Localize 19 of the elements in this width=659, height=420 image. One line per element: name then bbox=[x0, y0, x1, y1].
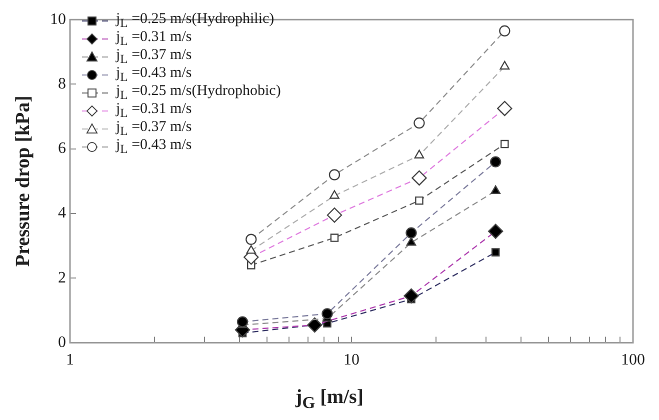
legend-label: j$_{L}$ =0.43 m/s bbox=[116, 137, 192, 156]
x-tick-label: 100 bbox=[621, 352, 645, 369]
legend-label: j$_{L}$ =0.25 m/s(Hydrophobic) bbox=[116, 83, 281, 102]
x-tick-label: 10 bbox=[344, 352, 360, 369]
y-tick-label: 0 bbox=[58, 334, 66, 352]
legend-label: j$_{L}$ =0.37 m/s bbox=[116, 47, 192, 66]
legend-label: j$_{L}$ =0.43 m/s bbox=[116, 65, 192, 84]
legend-label: j$_{L}$ =0.25 m/s(Hydrophilic) bbox=[116, 11, 274, 30]
legend-label: j$_{L}$ =0.31 m/s bbox=[116, 101, 192, 120]
y-tick-label: 4 bbox=[58, 204, 66, 222]
y-axis-title: Pressure drop [kPa] bbox=[12, 96, 34, 267]
x-axis-title: j$_{G}$ [m/s] bbox=[294, 386, 364, 413]
legend-label: j$_{L}$ =0.31 m/s bbox=[116, 29, 192, 48]
y-tick-label: 8 bbox=[58, 75, 66, 92]
x-tick-label: 1 bbox=[66, 352, 74, 369]
y-tick-label: 6 bbox=[58, 140, 66, 158]
y-tick-label: 2 bbox=[58, 269, 66, 286]
legend-label: j$_{L}$ =0.37 m/s bbox=[116, 119, 192, 138]
y-tick-label: 10 bbox=[50, 10, 66, 28]
